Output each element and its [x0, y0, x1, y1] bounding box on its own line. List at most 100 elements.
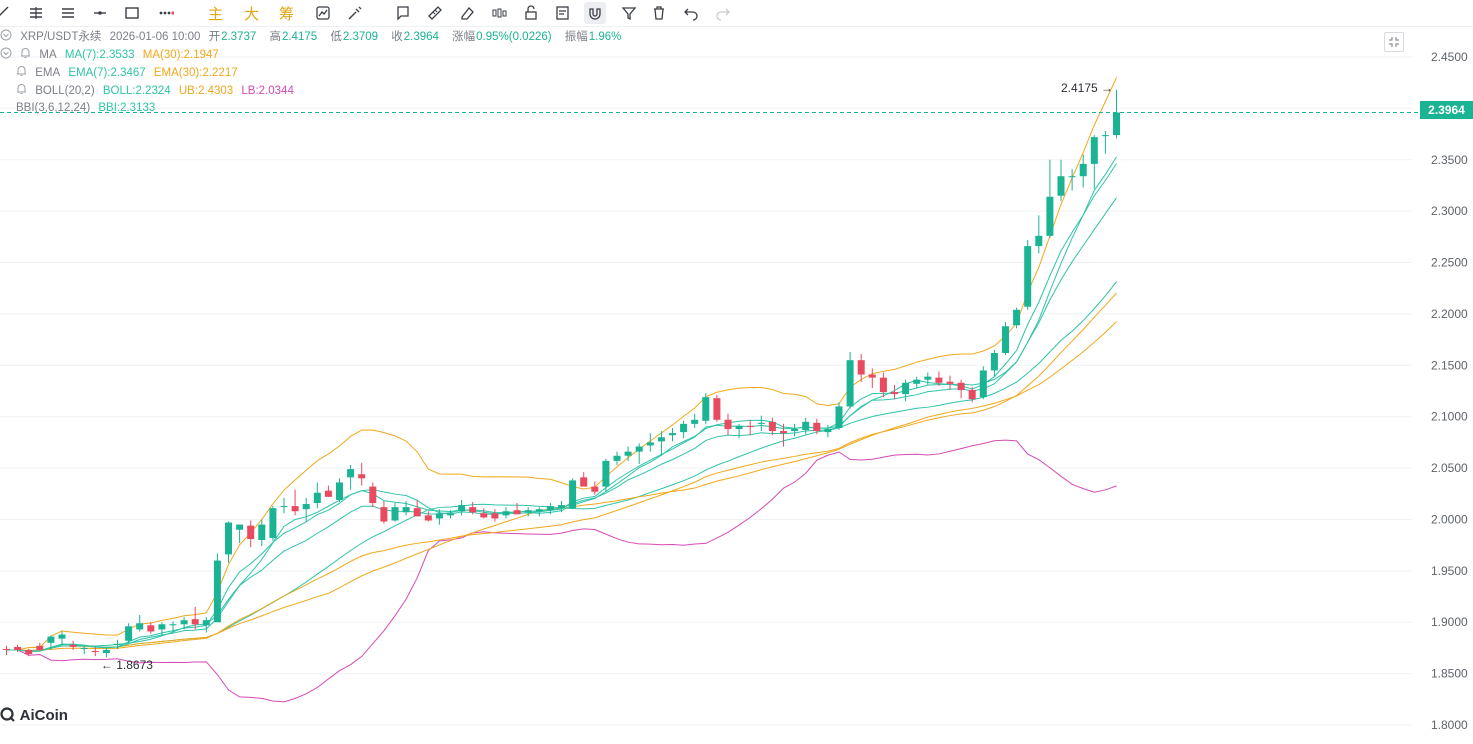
candle-body: [25, 649, 33, 655]
candle-body: [802, 421, 810, 431]
magnet-icon[interactable]: [584, 2, 606, 24]
parallel-channel-icon[interactable]: [57, 2, 79, 24]
drawing-list-icon[interactable]: [552, 2, 574, 24]
collapse-icon[interactable]: [0, 29, 12, 45]
open-value: 2.3737: [221, 31, 257, 44]
candle-body: [202, 620, 210, 626]
annotations: 2.4175 → ← 1.8673: [0, 81, 1420, 672]
candle-body: [158, 624, 166, 630]
candlestick-chart[interactable]: 2.45002.40002.35002.30002.25002.20002.15…: [0, 27, 1473, 744]
candle-body: [1013, 309, 1021, 326]
boll-middle-line: [6, 281, 1117, 652]
candle-body: [735, 425, 743, 430]
boll-legend: BOLL(20,2) BOLL:2.2324 UB:2.4303 LB:2.03…: [16, 83, 299, 99]
bell-icon[interactable]: [16, 65, 27, 81]
bell-icon[interactable]: [20, 47, 31, 63]
candles: [3, 89, 1120, 658]
large-order-button[interactable]: 大: [244, 6, 260, 23]
candle-body: [569, 480, 577, 509]
boll-lower-line: [6, 439, 1117, 703]
candle-body: [424, 515, 432, 521]
ema-name: EMA: [35, 67, 61, 80]
candle-body: [69, 644, 77, 647]
candle-body: [480, 513, 488, 518]
candle-body: [646, 442, 654, 446]
horizontal-ray-icon[interactable]: [89, 2, 111, 24]
price-axis: 2.45002.40002.35002.30002.25002.20002.15…: [1431, 50, 1468, 732]
candle-body: [114, 643, 121, 645]
ma30-line: [6, 321, 1117, 652]
ma7-line: [6, 156, 1117, 652]
candle-body: [258, 524, 266, 541]
candle-body: [757, 422, 765, 424]
bbi-line: [6, 197, 1117, 652]
high-label: 高: [269, 31, 281, 44]
eraser-icon[interactable]: [456, 2, 478, 24]
candle-body: [91, 651, 99, 653]
more-tools-icon[interactable]: [155, 2, 177, 24]
candle-body: [225, 522, 232, 555]
candle-body: [879, 377, 887, 393]
candle-body: [902, 382, 910, 395]
lock-icon[interactable]: [520, 2, 542, 24]
main-chart-button[interactable]: 主: [208, 6, 224, 23]
candle-body: [302, 504, 310, 510]
price-tick-label: 2.2000: [1431, 307, 1468, 321]
undo-icon[interactable]: [680, 2, 702, 24]
horizontal-lines-icon[interactable]: [25, 2, 47, 24]
ema30-line: [6, 292, 1117, 651]
ub-value: UB:2.4303: [178, 85, 234, 98]
candle-body: [324, 490, 332, 497]
price-tick-label: 2.1000: [1431, 410, 1468, 424]
candle-body: [835, 406, 843, 428]
candle-body: [347, 469, 355, 478]
indicator-icon[interactable]: [312, 2, 334, 24]
candle-body: [946, 381, 954, 384]
annotation-icon[interactable]: [392, 2, 414, 24]
candle-body: [369, 486, 377, 504]
candle-body: [458, 505, 466, 512]
candle-body: [768, 421, 776, 432]
candle-body: [713, 398, 721, 420]
bell-icon[interactable]: [16, 83, 27, 99]
candle-body: [1101, 135, 1109, 137]
candle-body: [1024, 246, 1032, 307]
drawing-settings-icon[interactable]: [344, 2, 366, 24]
fullscreen-toggle[interactable]: [1384, 32, 1404, 52]
candle-body: [1113, 112, 1120, 136]
price-tick-label: 2.1500: [1431, 358, 1468, 372]
trend-line-icon[interactable]: [0, 2, 13, 24]
high-value: 2.4175: [281, 31, 318, 44]
candle-body: [469, 507, 477, 513]
current-price-tag: 2.3964: [1420, 101, 1473, 119]
chips-button[interactable]: 筹: [279, 6, 295, 23]
price-tick-label: 1.8000: [1431, 718, 1468, 732]
candles-icon[interactable]: [488, 2, 510, 24]
ma-legend: MA MA(7):2.3533 MA(30):2.1947: [0, 47, 224, 63]
candle-body: [680, 423, 688, 433]
redo-icon[interactable]: [712, 2, 734, 24]
candle-body: [102, 649, 110, 654]
logo-mark-icon: [0, 706, 16, 726]
ohlc-legend: XRP/USDT永续 2026-01-06 10:00 开2.3737 高2.4…: [0, 29, 631, 45]
high-price-annotation: 2.4175 →: [1061, 81, 1113, 95]
candle-body: [558, 505, 565, 509]
low-price-annotation: ← 1.8673: [101, 658, 153, 672]
candle-body: [990, 352, 998, 371]
candle-body: [236, 524, 244, 530]
candle-body: [147, 625, 155, 632]
delete-icon[interactable]: [648, 2, 670, 24]
ruler-icon[interactable]: [424, 2, 446, 24]
candle-body: [791, 429, 799, 432]
candle-body: [513, 510, 521, 515]
candle-body: [746, 425, 754, 427]
filter-icon[interactable]: [618, 2, 640, 24]
candle-body: [924, 376, 932, 380]
candle-body: [635, 446, 643, 452]
candle-body: [935, 377, 943, 383]
candle-body: [125, 626, 133, 641]
collapse-icon[interactable]: [0, 47, 12, 63]
candle-body: [136, 623, 144, 630]
rectangle-icon[interactable]: [121, 2, 143, 24]
symbol-label: XRP/USDT永续: [20, 31, 102, 44]
